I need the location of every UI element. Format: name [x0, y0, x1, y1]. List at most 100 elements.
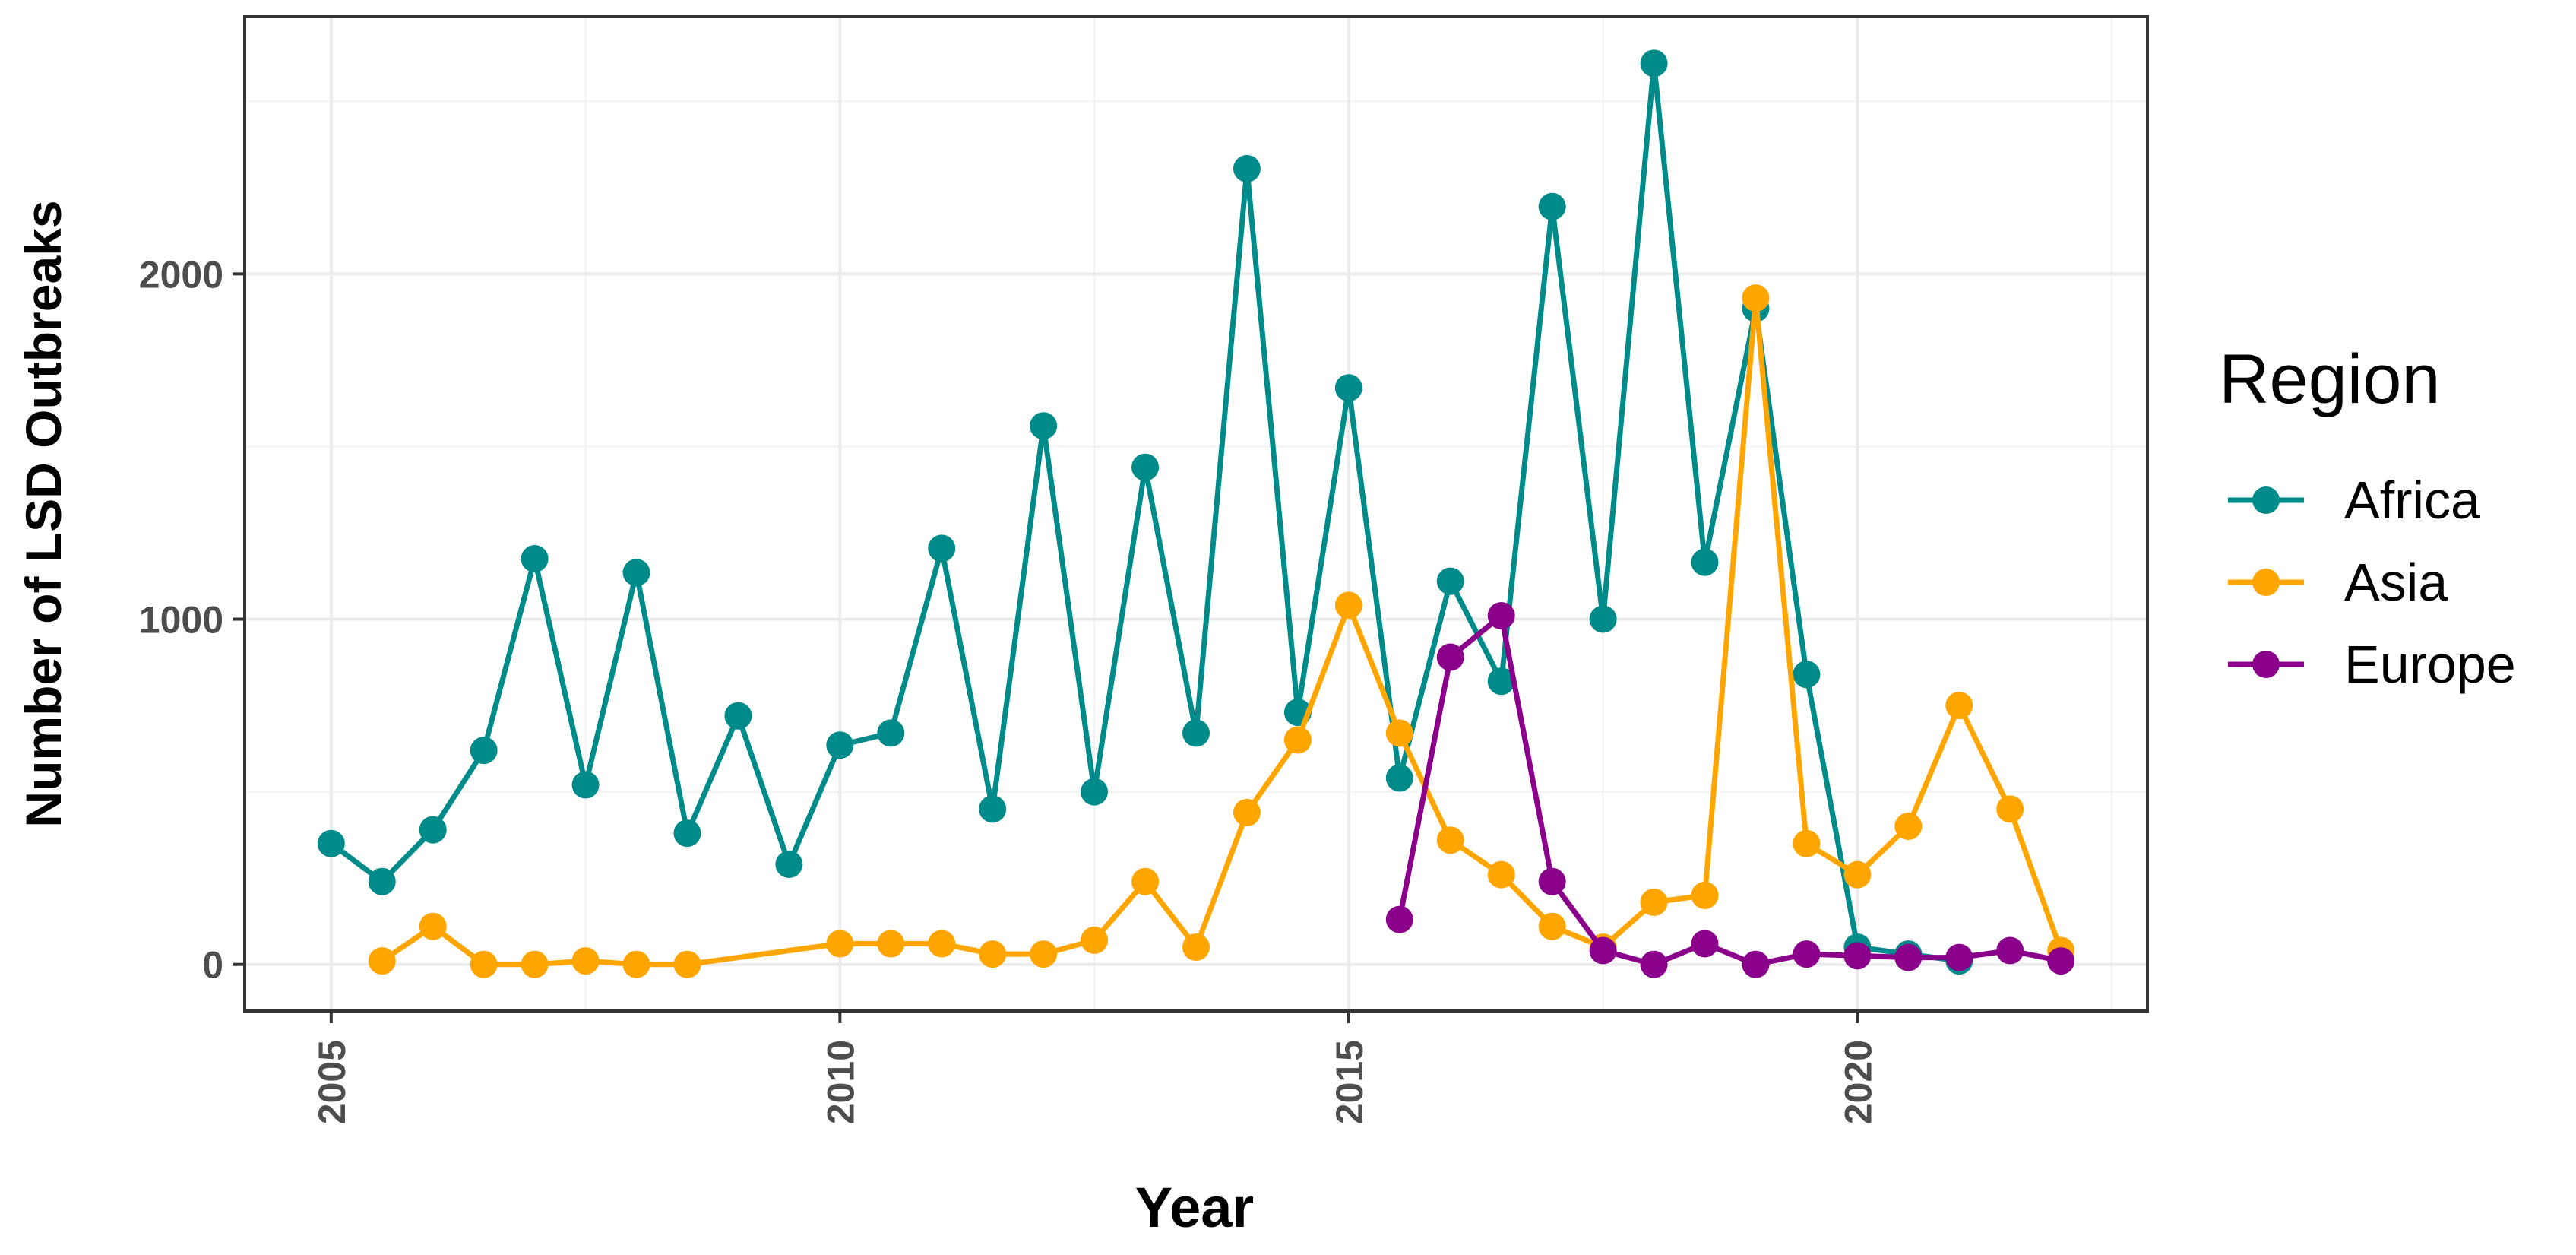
data-point-asia: [1081, 926, 1109, 954]
data-point-asia: [877, 930, 905, 958]
data-point-europe: [1793, 940, 1821, 968]
data-point-asia: [1030, 940, 1058, 968]
data-point-africa: [1436, 567, 1464, 595]
data-point-asia: [470, 950, 498, 978]
data-point-asia: [928, 930, 956, 958]
data-point-africa: [1131, 453, 1160, 481]
data-point-asia: [1131, 867, 1160, 895]
data-point-europe: [1894, 943, 1923, 971]
data-point-asia: [1283, 726, 1312, 754]
data-point-africa: [622, 559, 650, 587]
data-point-africa: [1233, 154, 1261, 182]
data-point-asia: [1538, 912, 1566, 940]
legend-key-point-africa: [2252, 486, 2280, 514]
data-point-asia: [1691, 881, 1719, 909]
data-point-africa: [571, 771, 600, 799]
legend-title: Region: [2219, 341, 2441, 418]
data-point-asia: [1385, 719, 1413, 747]
data-point-asia: [1996, 795, 2024, 823]
data-point-africa: [775, 850, 803, 878]
data-point-europe: [1691, 930, 1719, 958]
y-axis-title: Number of LSD Outbreaks: [15, 200, 71, 827]
axes: 2005 2010 2015 2020 0 1000 2000: [139, 253, 1880, 1124]
data-point-africa: [673, 819, 701, 848]
data-point-africa: [1030, 412, 1058, 440]
legend-item-europe: Europe: [2228, 635, 2516, 694]
data-point-asia: [622, 950, 650, 978]
data-point-asia: [1640, 888, 1668, 916]
y-tick-label: 0: [202, 944, 223, 987]
data-point-africa: [1589, 605, 1617, 633]
data-point-asia: [1182, 933, 1210, 961]
data-point-asia: [1793, 829, 1821, 857]
data-point-europe: [1589, 936, 1617, 965]
data-point-europe: [1945, 943, 1973, 971]
data-point-europe: [1996, 936, 2024, 965]
data-point-africa: [1081, 778, 1109, 806]
legend-key-point-asia: [2252, 569, 2280, 596]
gridlines: [245, 17, 2147, 1011]
data-point-africa: [1538, 192, 1566, 220]
legend-label-africa: Africa: [2344, 471, 2480, 530]
legend-item-africa: Africa: [2228, 471, 2480, 530]
data-point-asia: [979, 940, 1007, 968]
data-point-europe: [1487, 601, 1515, 629]
data-point-africa: [826, 731, 854, 759]
legend-label-europe: Europe: [2344, 635, 2516, 694]
data-point-europe: [1640, 950, 1668, 978]
data-point-africa: [368, 867, 396, 895]
x-tick-label: 2005: [311, 1040, 353, 1124]
data-point-africa: [419, 816, 447, 844]
data-point-asia: [1742, 284, 1770, 312]
y-tick-label: 1000: [139, 599, 223, 642]
data-point-africa: [470, 737, 498, 765]
data-point-europe: [1742, 950, 1770, 978]
data-point-africa: [317, 829, 345, 857]
data-point-asia: [1894, 813, 1923, 841]
x-tick-label: 2020: [1837, 1040, 1879, 1124]
series-europe: [1385, 601, 2075, 978]
data-point-asia: [1436, 826, 1464, 854]
data-point-asia: [1487, 860, 1515, 889]
data-point-africa: [979, 795, 1007, 823]
data-point-africa: [1793, 661, 1821, 689]
data-point-africa: [1487, 667, 1515, 696]
legend-label-asia: Asia: [2344, 553, 2448, 612]
x-tick-label: 2010: [819, 1040, 862, 1124]
data-point-europe: [1843, 942, 1872, 970]
data-point-asia: [571, 947, 600, 975]
data-point-europe: [1436, 643, 1464, 671]
data-point-asia: [521, 950, 549, 978]
data-point-africa: [1691, 548, 1719, 576]
y-tick-label: 2000: [139, 253, 223, 296]
data-point-africa: [1640, 49, 1668, 78]
plot-panel-border: [243, 15, 2149, 1013]
legend: Region Africa Asia Europe: [2219, 341, 2516, 694]
data-point-asia: [1334, 591, 1362, 620]
series-africa: [317, 49, 1973, 975]
data-point-asia: [1843, 860, 1872, 889]
series-lines: [317, 49, 2075, 978]
data-point-asia: [419, 912, 447, 940]
data-point-africa: [928, 534, 956, 563]
data-point-africa: [1182, 719, 1210, 747]
data-point-europe: [2047, 947, 2075, 975]
data-point-africa: [1385, 764, 1413, 792]
x-axis-title: Year: [1135, 1176, 1254, 1239]
data-point-africa: [877, 719, 905, 747]
data-point-africa: [521, 545, 549, 573]
legend-key-point-europe: [2252, 651, 2280, 678]
data-point-asia: [368, 947, 396, 975]
data-point-asia: [1945, 692, 1973, 720]
data-point-africa: [1334, 374, 1362, 402]
series-asia: [368, 284, 2075, 978]
data-point-asia: [1233, 798, 1261, 826]
data-point-africa: [724, 702, 752, 730]
data-point-asia: [826, 930, 854, 958]
data-point-europe: [1538, 867, 1566, 895]
legend-item-asia: Asia: [2228, 553, 2448, 612]
data-point-asia: [673, 950, 701, 978]
x-tick-label: 2015: [1328, 1040, 1371, 1124]
data-point-europe: [1385, 905, 1413, 933]
